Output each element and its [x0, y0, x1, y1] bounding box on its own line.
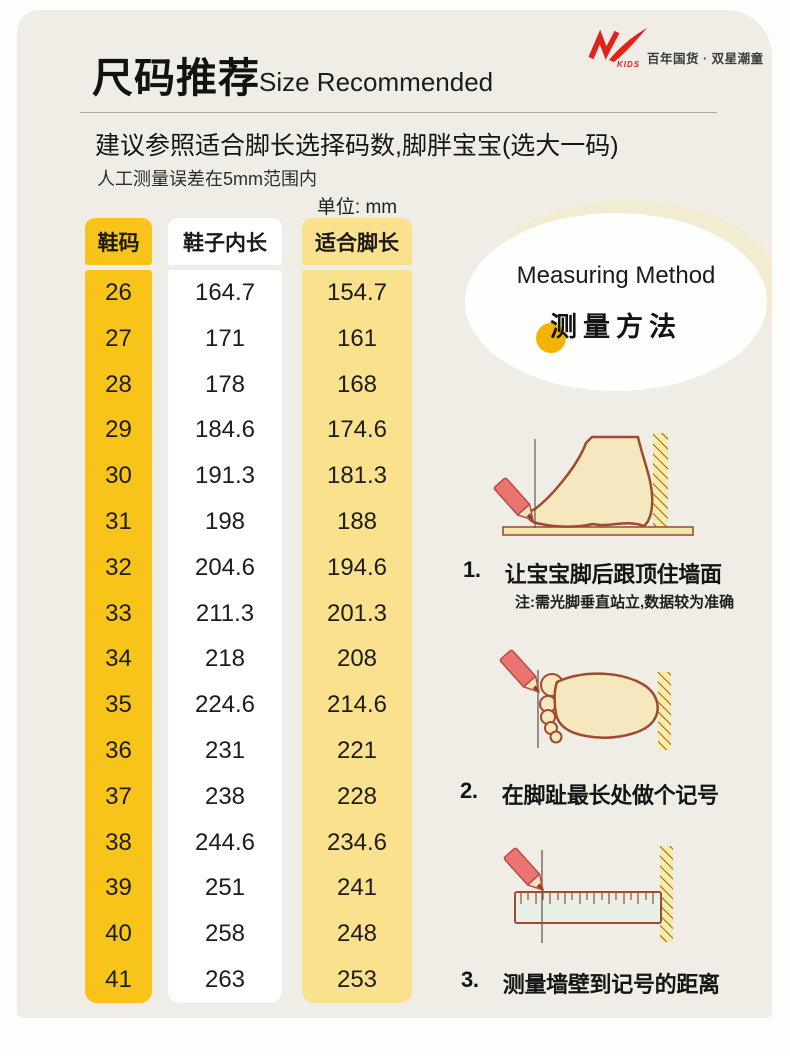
step-1-note: 注:需光脚垂直站立,数据较为准确	[515, 594, 735, 611]
inner-length-cell: 244.6	[194, 828, 256, 856]
step-3-text: 测量墙壁到记号的距离	[502, 972, 720, 997]
measuring-method-badge	[465, 213, 767, 391]
shoe-size-cell: 31	[105, 507, 132, 535]
inner-length-cell: 258	[204, 920, 246, 948]
page-title: 尺码推荐	[92, 55, 260, 101]
step-3-number: 3.	[461, 967, 479, 992]
pencil-icon	[503, 847, 545, 892]
unit-label: 单位: mm	[316, 197, 398, 218]
inner-length-cell: 218	[204, 645, 246, 673]
foot-length-cell: 221	[336, 737, 378, 765]
logo-w-stroke	[588, 29, 620, 60]
logo-kids-text: KIDS	[617, 60, 640, 69]
shoe-size-cell: 33	[105, 599, 132, 627]
inner-length-cell: 231	[204, 737, 246, 765]
foot-length-cell: 181.3	[326, 462, 388, 490]
inner-length-cell: 184.6	[194, 416, 256, 444]
foot-length-cell: 201.3	[326, 599, 388, 627]
foot-side-view	[527, 435, 654, 528]
foot-length-cell: 228	[336, 782, 378, 810]
shoe-size-cell: 30	[105, 462, 132, 490]
measuring-method-title-cn: 测量方法	[550, 312, 682, 342]
shoe-size-cell: 34	[105, 645, 132, 673]
measuring-method-title-en: Measuring Method	[516, 262, 716, 289]
step-1: 1. 让宝宝脚后跟顶住墙面	[463, 557, 722, 589]
foot-length-cell: 168	[336, 370, 378, 398]
foot-length-cell: 208	[336, 645, 378, 673]
wall-hatch	[658, 672, 671, 750]
shoe-size-column: 26 27 28 29 30 31 32 33 34 35 36 37 38 39 40 41	[85, 270, 152, 1003]
shoe-size-cell: 28	[105, 370, 132, 398]
table-header-shoe-size: 鞋码	[85, 218, 152, 265]
inner-length-cell: 164.7	[194, 278, 256, 306]
floor	[502, 526, 694, 536]
step-2-number: 2.	[460, 778, 478, 803]
inner-length-cell: 191.3	[194, 462, 256, 490]
foot-top-view	[539, 672, 659, 744]
shoe-size-cell: 29	[105, 416, 132, 444]
step-3: 3. 测量墙壁到记号的距离	[461, 967, 720, 999]
foot-length-cell: 194.6	[326, 553, 388, 581]
shoe-size-cell: 36	[105, 737, 132, 765]
foot-length-cell: 234.6	[326, 828, 388, 856]
mark-toe-illustration	[499, 649, 671, 750]
wall-hatch	[653, 433, 668, 527]
shoe-size-cell: 26	[105, 278, 132, 306]
foot-length-column: 154.7 161 168 174.6 181.3 188 194.6 201.3 208 214…	[302, 270, 412, 1003]
step-2: 2. 在脚趾最长处做个记号	[460, 778, 719, 810]
ruler-measure-illustration	[503, 846, 673, 943]
brand-area: KIDS	[583, 26, 772, 70]
inner-length-cell: 171	[204, 324, 246, 352]
foot-against-wall-illustration	[493, 433, 694, 536]
inner-length-cell: 224.6	[194, 691, 256, 719]
shoe-size-cell: 27	[105, 324, 132, 352]
brand-tagline: 百年国货 · 双星潮童	[647, 52, 764, 66]
brand-logo-icon: KIDS	[588, 28, 647, 69]
ruler	[514, 891, 662, 924]
yellow-dot-icon	[536, 323, 566, 353]
foot-length-cell: 253	[336, 966, 378, 994]
foot-length-cell: 161	[336, 324, 378, 352]
shoe-size-cell: 35	[105, 691, 132, 719]
foot-length-cell: 241	[336, 874, 378, 902]
foot-length-cell: 154.7	[326, 278, 388, 306]
shoe-size-cell: 39	[105, 874, 132, 902]
pencil-icon	[499, 649, 541, 694]
shoe-size-cell: 32	[105, 553, 132, 581]
ruler-ticks	[520, 892, 654, 904]
header-divider	[80, 112, 717, 113]
shoe-size-cell: 41	[105, 966, 132, 994]
shoe-size-cell: 38	[105, 828, 132, 856]
table-header-foot-length: 适合脚长	[302, 218, 412, 265]
inner-length-cell: 238	[204, 782, 246, 810]
shoe-size-cell: 37	[105, 782, 132, 810]
table-header-inner-length: 鞋子内长	[168, 218, 282, 265]
step-2-text: 在脚趾最长处做个记号	[501, 783, 719, 808]
step-1-number: 1.	[463, 557, 481, 582]
inner-length-cell: 263	[204, 966, 246, 994]
pencil-icon	[493, 477, 535, 522]
logo-swoosh	[609, 28, 647, 62]
foot-length-cell: 214.6	[326, 691, 388, 719]
inner-length-cell: 198	[204, 507, 246, 535]
wall-hatch	[660, 846, 673, 942]
foot-length-cell: 188	[336, 507, 378, 535]
step-1-text: 让宝宝脚后跟顶住墙面	[504, 562, 722, 587]
advice-line: 建议参照适合脚长选择码数,脚胖宝宝(选大一码)	[95, 132, 619, 160]
inner-length-cell: 251	[204, 874, 246, 902]
shoe-size-cell: 40	[105, 920, 132, 948]
inner-length-cell: 178	[204, 370, 246, 398]
foot-length-cell: 248	[336, 920, 378, 948]
foot-length-cell: 174.6	[326, 416, 388, 444]
tolerance-note: 人工测量误差在5mm范围内	[97, 169, 317, 189]
inner-length-column: 164.7 171 178 184.6 191.3 198 204.6 211.3 218 224…	[168, 270, 282, 1003]
size-chart-panel: 尺码推荐 Size Recommended KIDS 百年国货 · 双星潮童 建…	[17, 10, 772, 1018]
inner-length-cell: 211.3	[195, 599, 255, 627]
inner-length-cell: 204.6	[194, 553, 256, 581]
page-title-en: Size Recommended	[259, 67, 494, 97]
